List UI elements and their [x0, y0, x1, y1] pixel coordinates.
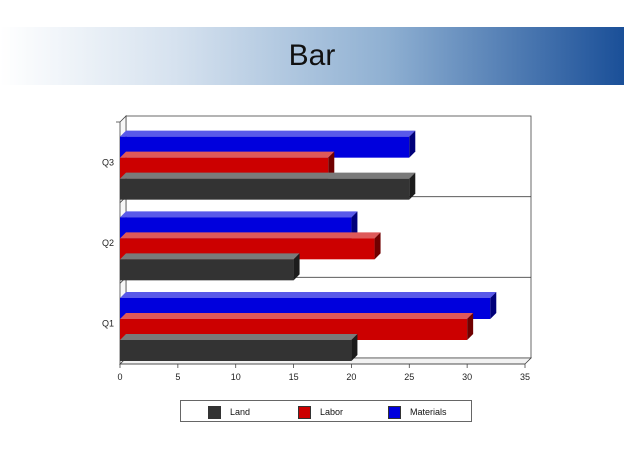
bar-top-materials — [120, 211, 358, 218]
category-label: Q3 — [102, 157, 114, 167]
bar-end-labor — [467, 313, 474, 340]
bar-end-labor — [328, 151, 335, 179]
x-tick-label: 30 — [462, 372, 472, 382]
x-tick-label: 25 — [404, 372, 414, 382]
bar-top-land — [120, 172, 416, 179]
bar-end-land — [409, 172, 416, 200]
bar-top-labor — [120, 313, 474, 319]
category-label: Q2 — [102, 238, 114, 248]
x-tick-label: 0 — [117, 372, 122, 382]
page-title: Bar — [288, 39, 336, 72]
x-tick-label: 10 — [231, 372, 241, 382]
bar-top-labor — [120, 151, 335, 158]
legend-label-materials: Materials — [410, 407, 447, 417]
title-banner — [0, 27, 624, 85]
bar-land — [120, 340, 352, 361]
legend-item-labor: Labor — [298, 405, 343, 419]
bar-land — [120, 178, 410, 200]
bar-top-materials — [120, 130, 416, 137]
legend-label-land: Land — [230, 407, 251, 417]
x-tick-label: 35 — [520, 372, 530, 382]
bar-top-labor — [120, 232, 381, 239]
bar-end-materials — [351, 211, 358, 239]
legend-label-labor: Labor — [320, 407, 344, 417]
bar-land — [120, 259, 294, 281]
bar-end-materials — [490, 292, 497, 319]
legend-item-materials: Materials — [388, 405, 447, 419]
bar-top-land — [120, 253, 300, 260]
bar-top-materials — [120, 292, 497, 298]
legend-swatch-labor — [298, 405, 311, 419]
x-tick-label: 5 — [175, 372, 180, 382]
legend-item-land: Land — [208, 405, 250, 419]
legend-swatch-land — [208, 405, 221, 419]
bar-end-land — [351, 334, 358, 361]
chart-legend: Land Labor Materials — [180, 400, 472, 422]
category-label: Q1 — [102, 319, 114, 329]
bar-end-land — [293, 253, 300, 281]
bar-top-land — [120, 334, 358, 340]
bar-end-materials — [409, 130, 416, 158]
x-tick-label: 15 — [289, 372, 299, 382]
x-tick-label: 20 — [346, 372, 356, 382]
bar-end-labor — [374, 232, 381, 260]
legend-swatch-materials — [388, 405, 401, 419]
